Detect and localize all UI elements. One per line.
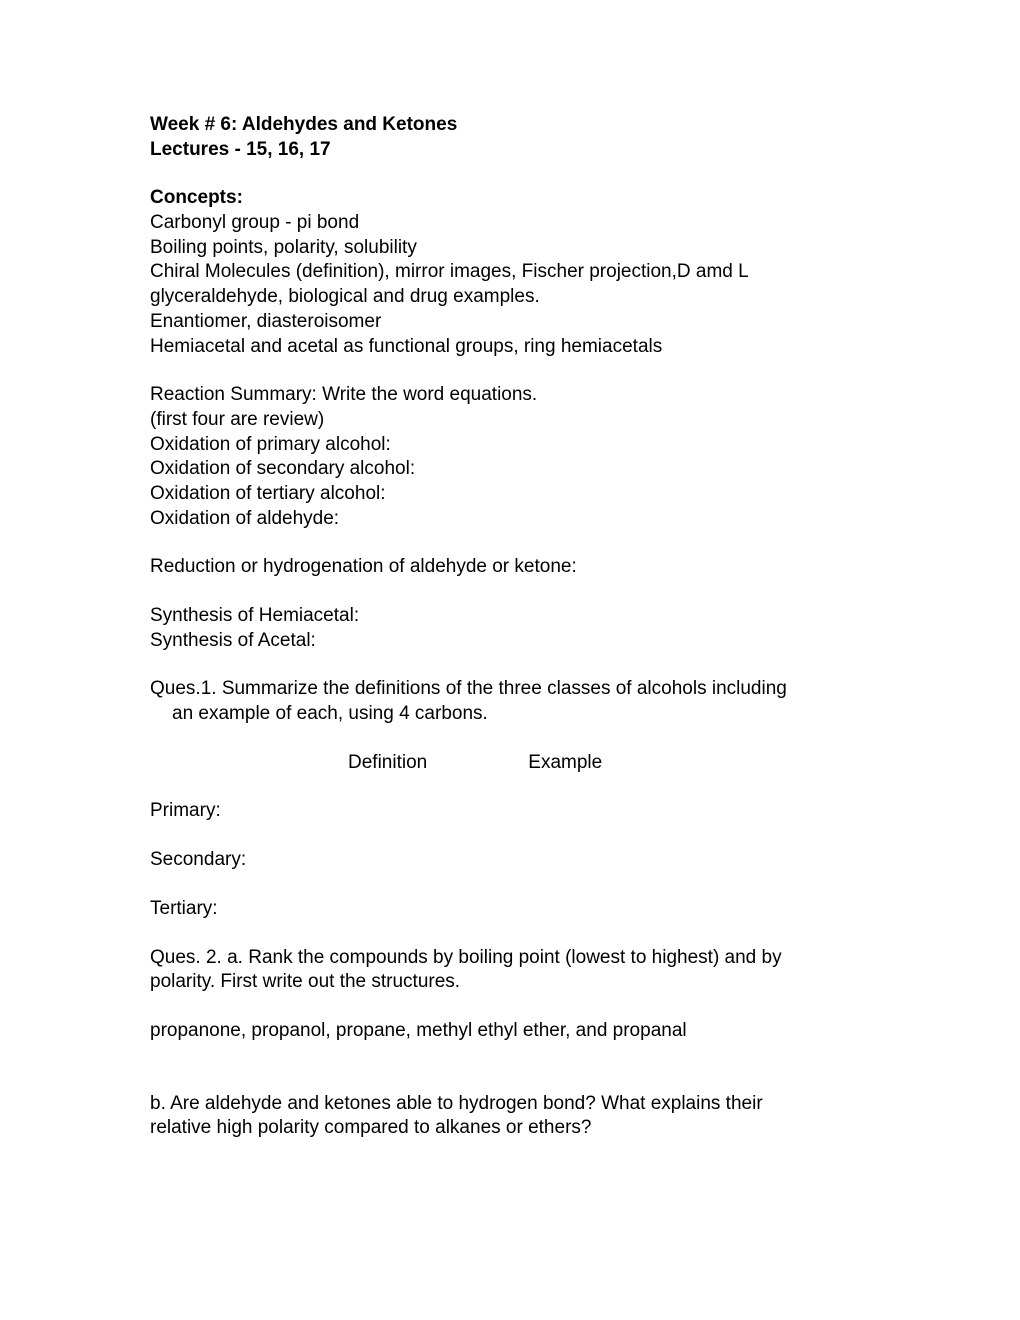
q1-text: Ques.1. Summarize the definitions of the… <box>150 677 870 702</box>
week-title: Week # 6: Aldehydes and Ketones <box>150 113 870 138</box>
concept-line: Boiling points, polarity, solubility <box>150 236 870 261</box>
primary-label: Primary: <box>150 799 870 824</box>
document-header: Week # 6: Aldehydes and Ketones Lectures… <box>150 113 870 162</box>
concept-line: Hemiacetal and acetal as functional grou… <box>150 335 870 360</box>
synthesis-hemiacetal: Synthesis of Hemiacetal: <box>150 604 870 629</box>
q1-secondary-row: Secondary: <box>150 848 870 873</box>
question-2b: b. Are aldehyde and ketones able to hydr… <box>150 1092 870 1141</box>
concepts-heading: Concepts: <box>150 186 870 211</box>
reaction-summary-note: (first four are review) <box>150 408 870 433</box>
synthesis-acetal: Synthesis of Acetal: <box>150 629 870 654</box>
question-1: Ques.1. Summarize the definitions of the… <box>150 677 870 726</box>
q1-tertiary-row: Tertiary: <box>150 897 870 922</box>
reduction-line: Reduction or hydrogenation of aldehyde o… <box>150 555 870 580</box>
concept-line: Chiral Molecules (definition), mirror im… <box>150 260 870 309</box>
q1-primary-row: Primary: <box>150 799 870 824</box>
q2b-text-cont: relative high polarity compared to alkan… <box>150 1116 870 1141</box>
reaction-line: Oxidation of secondary alcohol: <box>150 457 870 482</box>
reaction-line: Oxidation of tertiary alcohol: <box>150 482 870 507</box>
synthesis-section: Synthesis of Hemiacetal: Synthesis of Ac… <box>150 604 870 653</box>
reduction-section: Reduction or hydrogenation of aldehyde o… <box>150 555 870 580</box>
reaction-line: Oxidation of aldehyde: <box>150 507 870 532</box>
q2a-compounds: propanone, propanol, propane, methyl eth… <box>150 1019 870 1044</box>
lectures-line: Lectures - 15, 16, 17 <box>150 138 870 163</box>
concept-line: Carbonyl group - pi bond <box>150 211 870 236</box>
q2a-text-cont: polarity. First write out the structures… <box>150 970 870 995</box>
compounds-list: propanone, propanol, propane, methyl eth… <box>150 1019 870 1044</box>
secondary-label: Secondary: <box>150 848 870 873</box>
question-2a: Ques. 2. a. Rank the compounds by boilin… <box>150 946 870 995</box>
reaction-line: Oxidation of primary alcohol: <box>150 433 870 458</box>
q1-text-cont: an example of each, using 4 carbons. <box>150 702 870 727</box>
concepts-section: Concepts: Carbonyl group - pi bond Boili… <box>150 186 870 359</box>
col-example: Example <box>528 752 602 773</box>
reaction-summary-intro: Reaction Summary: Write the word equatio… <box>150 383 870 408</box>
q2b-text: b. Are aldehyde and ketones able to hydr… <box>150 1092 870 1117</box>
tertiary-label: Tertiary: <box>150 897 870 922</box>
concept-line: Enantiomer, diasteroisomer <box>150 310 870 335</box>
q1-table-header: Definition Example <box>150 751 870 776</box>
reaction-summary-section: Reaction Summary: Write the word equatio… <box>150 383 870 531</box>
q2a-text: Ques. 2. a. Rank the compounds by boilin… <box>150 946 870 971</box>
col-definition: Definition <box>348 751 523 776</box>
